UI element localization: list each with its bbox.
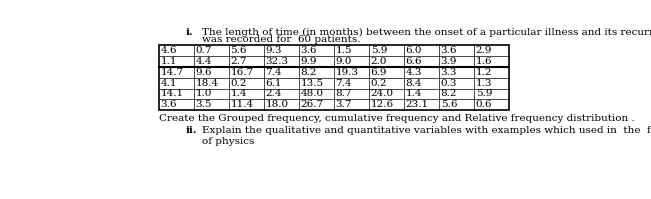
Text: 18.4: 18.4	[195, 79, 219, 88]
Text: 2.4: 2.4	[266, 89, 282, 99]
Text: 0.7: 0.7	[195, 46, 212, 55]
Text: 16.7: 16.7	[230, 68, 254, 77]
Text: 6.1: 6.1	[266, 79, 282, 88]
Text: 4.3: 4.3	[406, 68, 422, 77]
Text: 23.1: 23.1	[406, 100, 429, 109]
Text: 13.5: 13.5	[301, 79, 324, 88]
Text: 7.4: 7.4	[266, 68, 282, 77]
Text: of physics: of physics	[202, 137, 254, 146]
Text: 1.6: 1.6	[476, 57, 492, 66]
Text: 5.9: 5.9	[476, 89, 492, 99]
Text: 7.4: 7.4	[335, 79, 352, 88]
Text: 3.7: 3.7	[335, 100, 352, 109]
Text: 12.6: 12.6	[370, 100, 394, 109]
Text: 32.3: 32.3	[266, 57, 288, 66]
Text: was recorded for  60 patients.: was recorded for 60 patients.	[202, 35, 360, 44]
Text: 8.2: 8.2	[301, 68, 317, 77]
Text: 1.0: 1.0	[195, 89, 212, 99]
Text: 4.1: 4.1	[160, 79, 177, 88]
Text: The length of time (in months) between the onset of a particular illness and its: The length of time (in months) between t…	[202, 28, 651, 37]
Text: 1.1: 1.1	[160, 57, 177, 66]
Text: 2.9: 2.9	[476, 46, 492, 55]
Text: 1.4: 1.4	[406, 89, 422, 99]
Text: 9.3: 9.3	[266, 46, 282, 55]
Text: 1.2: 1.2	[476, 68, 492, 77]
Text: Create the Grouped frequency, cumulative frequency and Relative frequency distri: Create the Grouped frequency, cumulative…	[159, 114, 635, 123]
Text: 5.9: 5.9	[370, 46, 387, 55]
Text: 8.2: 8.2	[441, 89, 457, 99]
Text: Explain the qualitative and quantitative variables with examples which used in  : Explain the qualitative and quantitative…	[202, 126, 651, 135]
Text: 3.6: 3.6	[160, 100, 177, 109]
Text: 0.2: 0.2	[230, 79, 247, 88]
Text: 4.6: 4.6	[160, 46, 177, 55]
Text: 14.7: 14.7	[160, 68, 184, 77]
Text: 0.6: 0.6	[476, 100, 492, 109]
Text: 9.6: 9.6	[195, 68, 212, 77]
Text: 2.7: 2.7	[230, 57, 247, 66]
Text: 6.0: 6.0	[406, 46, 422, 55]
Text: 1.3: 1.3	[476, 79, 492, 88]
Text: 4.4: 4.4	[195, 57, 212, 66]
Text: 3.5: 3.5	[195, 100, 212, 109]
Text: 48.0: 48.0	[301, 89, 324, 99]
Text: 1.4: 1.4	[230, 89, 247, 99]
Text: 3.9: 3.9	[441, 57, 457, 66]
Text: 9.9: 9.9	[301, 57, 317, 66]
Text: 19.3: 19.3	[335, 68, 359, 77]
Text: 9.0: 9.0	[335, 57, 352, 66]
Text: 11.4: 11.4	[230, 100, 254, 109]
Text: 18.0: 18.0	[266, 100, 288, 109]
Text: i.: i.	[186, 28, 193, 37]
Text: ii.: ii.	[186, 126, 197, 135]
Text: 24.0: 24.0	[370, 89, 394, 99]
Text: 2.0: 2.0	[370, 57, 387, 66]
Text: 3.6: 3.6	[441, 46, 457, 55]
Text: 0.2: 0.2	[370, 79, 387, 88]
Text: 26.7: 26.7	[301, 100, 324, 109]
Text: 0.3: 0.3	[441, 79, 457, 88]
Text: 8.7: 8.7	[335, 89, 352, 99]
Text: 3.3: 3.3	[441, 68, 457, 77]
Bar	[159, 45, 509, 110]
Text: 8.4: 8.4	[406, 79, 422, 88]
Text: 6.9: 6.9	[370, 68, 387, 77]
Text: 1.5: 1.5	[335, 46, 352, 55]
Text: 14.1: 14.1	[160, 89, 184, 99]
Text: 3.6: 3.6	[301, 46, 317, 55]
Text: 5.6: 5.6	[230, 46, 247, 55]
Text: 6.6: 6.6	[406, 57, 422, 66]
Text: 5.6: 5.6	[441, 100, 457, 109]
